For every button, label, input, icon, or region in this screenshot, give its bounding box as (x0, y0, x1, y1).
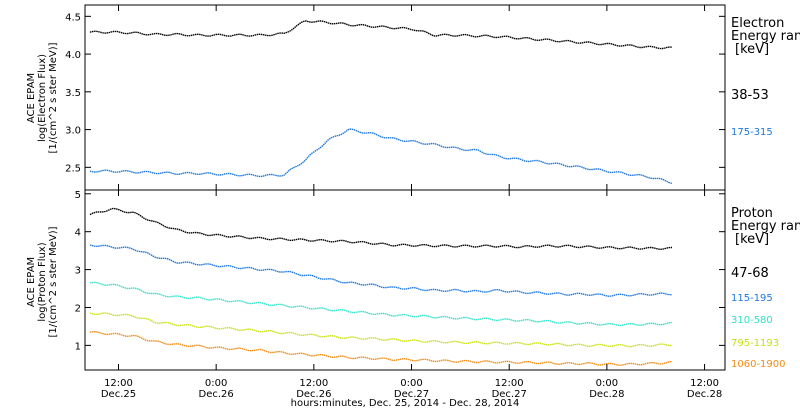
electron-ylabel-line3: [1/(cm^2 s ster MeV)] (48, 42, 59, 153)
proton-ylabel-line3: [1/(cm^2 s ster MeV)] (48, 226, 59, 337)
proton-ylabel-line2: log(Proton Flux) (37, 242, 48, 321)
electron-series-label-175-315: 175-315 (731, 127, 773, 138)
x-tick-date-label-1: Dec.26 (199, 389, 234, 400)
proton-legend-unit: [keV] (735, 232, 769, 247)
proton-ytick-label-4: 5 (75, 190, 81, 201)
proton-ylabel-line1: ACE EPAM (26, 257, 37, 307)
electron-ytick-label-3: 4.0 (65, 50, 81, 61)
proton-series-1060-1900 (89, 331, 673, 366)
electron-ytick-label-1: 3.0 (65, 126, 81, 137)
x-axis-title: hours:minutes, Dec. 25, 2014 - Dec. 28, … (291, 398, 520, 409)
x-tick-date-label-5: Dec.28 (589, 389, 624, 400)
electron-ylabel-line1: ACE EPAM (26, 73, 37, 123)
proton-series-47-68 (89, 207, 672, 251)
proton-series-label-47-68: 47-68 (731, 266, 769, 281)
proton-legend-title: Proton (731, 206, 773, 221)
electron-legend-subtitle: Energy ran (731, 29, 800, 44)
proton-series-label-115-195: 115-195 (731, 293, 773, 304)
x-tick-time-label-4: 12:00 (495, 378, 524, 389)
x-tick-time-label-3: 0:00 (400, 378, 422, 389)
electron-series-175-315 (89, 128, 673, 184)
proton-ytick-label-3: 4 (75, 228, 81, 239)
proton-series-115-195 (89, 244, 672, 297)
electron-ylabel-line2: log(Electron Flux) (37, 54, 48, 142)
x-tick-time-label-6: 12:00 (690, 378, 719, 389)
x-tick-time-label-0: 12:00 (104, 378, 133, 389)
electron-panel-frame (84, 4, 726, 191)
electron-ytick-label-0: 2.5 (65, 163, 81, 174)
electron-ytick-label-4: 4.5 (65, 12, 81, 23)
electron-legend-unit: [keV] (735, 42, 769, 57)
proton-series-310-580 (89, 281, 673, 327)
x-tick-date-label-3: Dec.27 (394, 389, 429, 400)
proton-series-label-1060-1900: 1060-1900 (731, 359, 786, 370)
x-tick-date-label-0: Dec.25 (101, 389, 136, 400)
electron-ytick-label-2: 3.5 (65, 88, 81, 99)
electron-legend-title: Electron (731, 16, 784, 31)
electron-series-38-53 (89, 20, 673, 50)
proton-ytick-label-1: 2 (75, 303, 81, 314)
x-tick-time-label-1: 0:00 (205, 378, 227, 389)
x-tick-date-label-2: Dec.26 (296, 389, 331, 400)
proton-ytick-label-2: 3 (75, 266, 81, 277)
proton-panel-frame (84, 189, 726, 371)
x-tick-date-label-6: Dec.28 (687, 389, 722, 400)
proton-legend-subtitle: Energy ran (731, 219, 800, 234)
x-tick-time-label-2: 12:00 (299, 378, 328, 389)
electron-series-label-38-53: 38-53 (731, 88, 769, 103)
proton-series-label-310-580: 310-580 (731, 315, 773, 326)
x-tick-date-label-4: Dec.27 (492, 389, 527, 400)
proton-series-795-1193 (89, 312, 672, 348)
proton-series-label-795-1193: 795-1193 (731, 338, 779, 349)
x-tick-time-label-5: 0:00 (596, 378, 618, 389)
proton-ytick-label-0: 1 (75, 341, 81, 352)
